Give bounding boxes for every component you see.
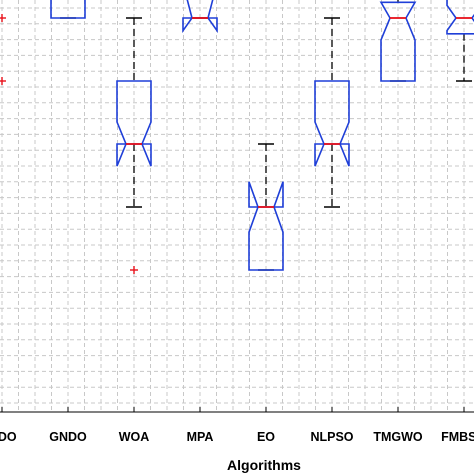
box-body	[446, 0, 474, 35]
x-tick-label: FMBSM	[441, 430, 474, 444]
box-eo	[248, 143, 284, 271]
box-body	[50, 0, 86, 19]
box-woa	[116, 17, 152, 274]
x-tick-label: TMGWO	[373, 430, 423, 444]
x-tick-label: MDO	[0, 430, 17, 444]
outlier-marker	[0, 77, 6, 85]
x-axis-title: Algorithms	[227, 457, 301, 473]
box-body	[314, 80, 350, 167]
box-body	[248, 181, 284, 271]
outlier-marker	[0, 14, 6, 22]
x-tick-label: MPA	[187, 430, 214, 444]
x-tick-label: WOA	[119, 430, 150, 444]
box-mdo	[0, 14, 6, 85]
box-tmgwo	[379, 0, 417, 82]
x-axis: MDO GNDO WOA MPA EO NLPSO TMGWO FMBSM	[0, 407, 474, 444]
grid-lines	[0, 0, 474, 412]
box-nlpso	[314, 17, 350, 208]
box-body	[379, 1, 417, 82]
box-body	[182, 0, 218, 34]
x-tick-label: NLPSO	[310, 430, 353, 444]
box-fmbsm	[446, 0, 474, 82]
x-tick-label: EO	[257, 430, 275, 444]
outlier-marker	[130, 266, 138, 274]
box-gndo	[50, 0, 86, 19]
boxes-layer	[0, 0, 474, 274]
x-tick-label: GNDO	[49, 430, 87, 444]
box-mpa	[182, 0, 218, 34]
box-body	[116, 80, 152, 167]
